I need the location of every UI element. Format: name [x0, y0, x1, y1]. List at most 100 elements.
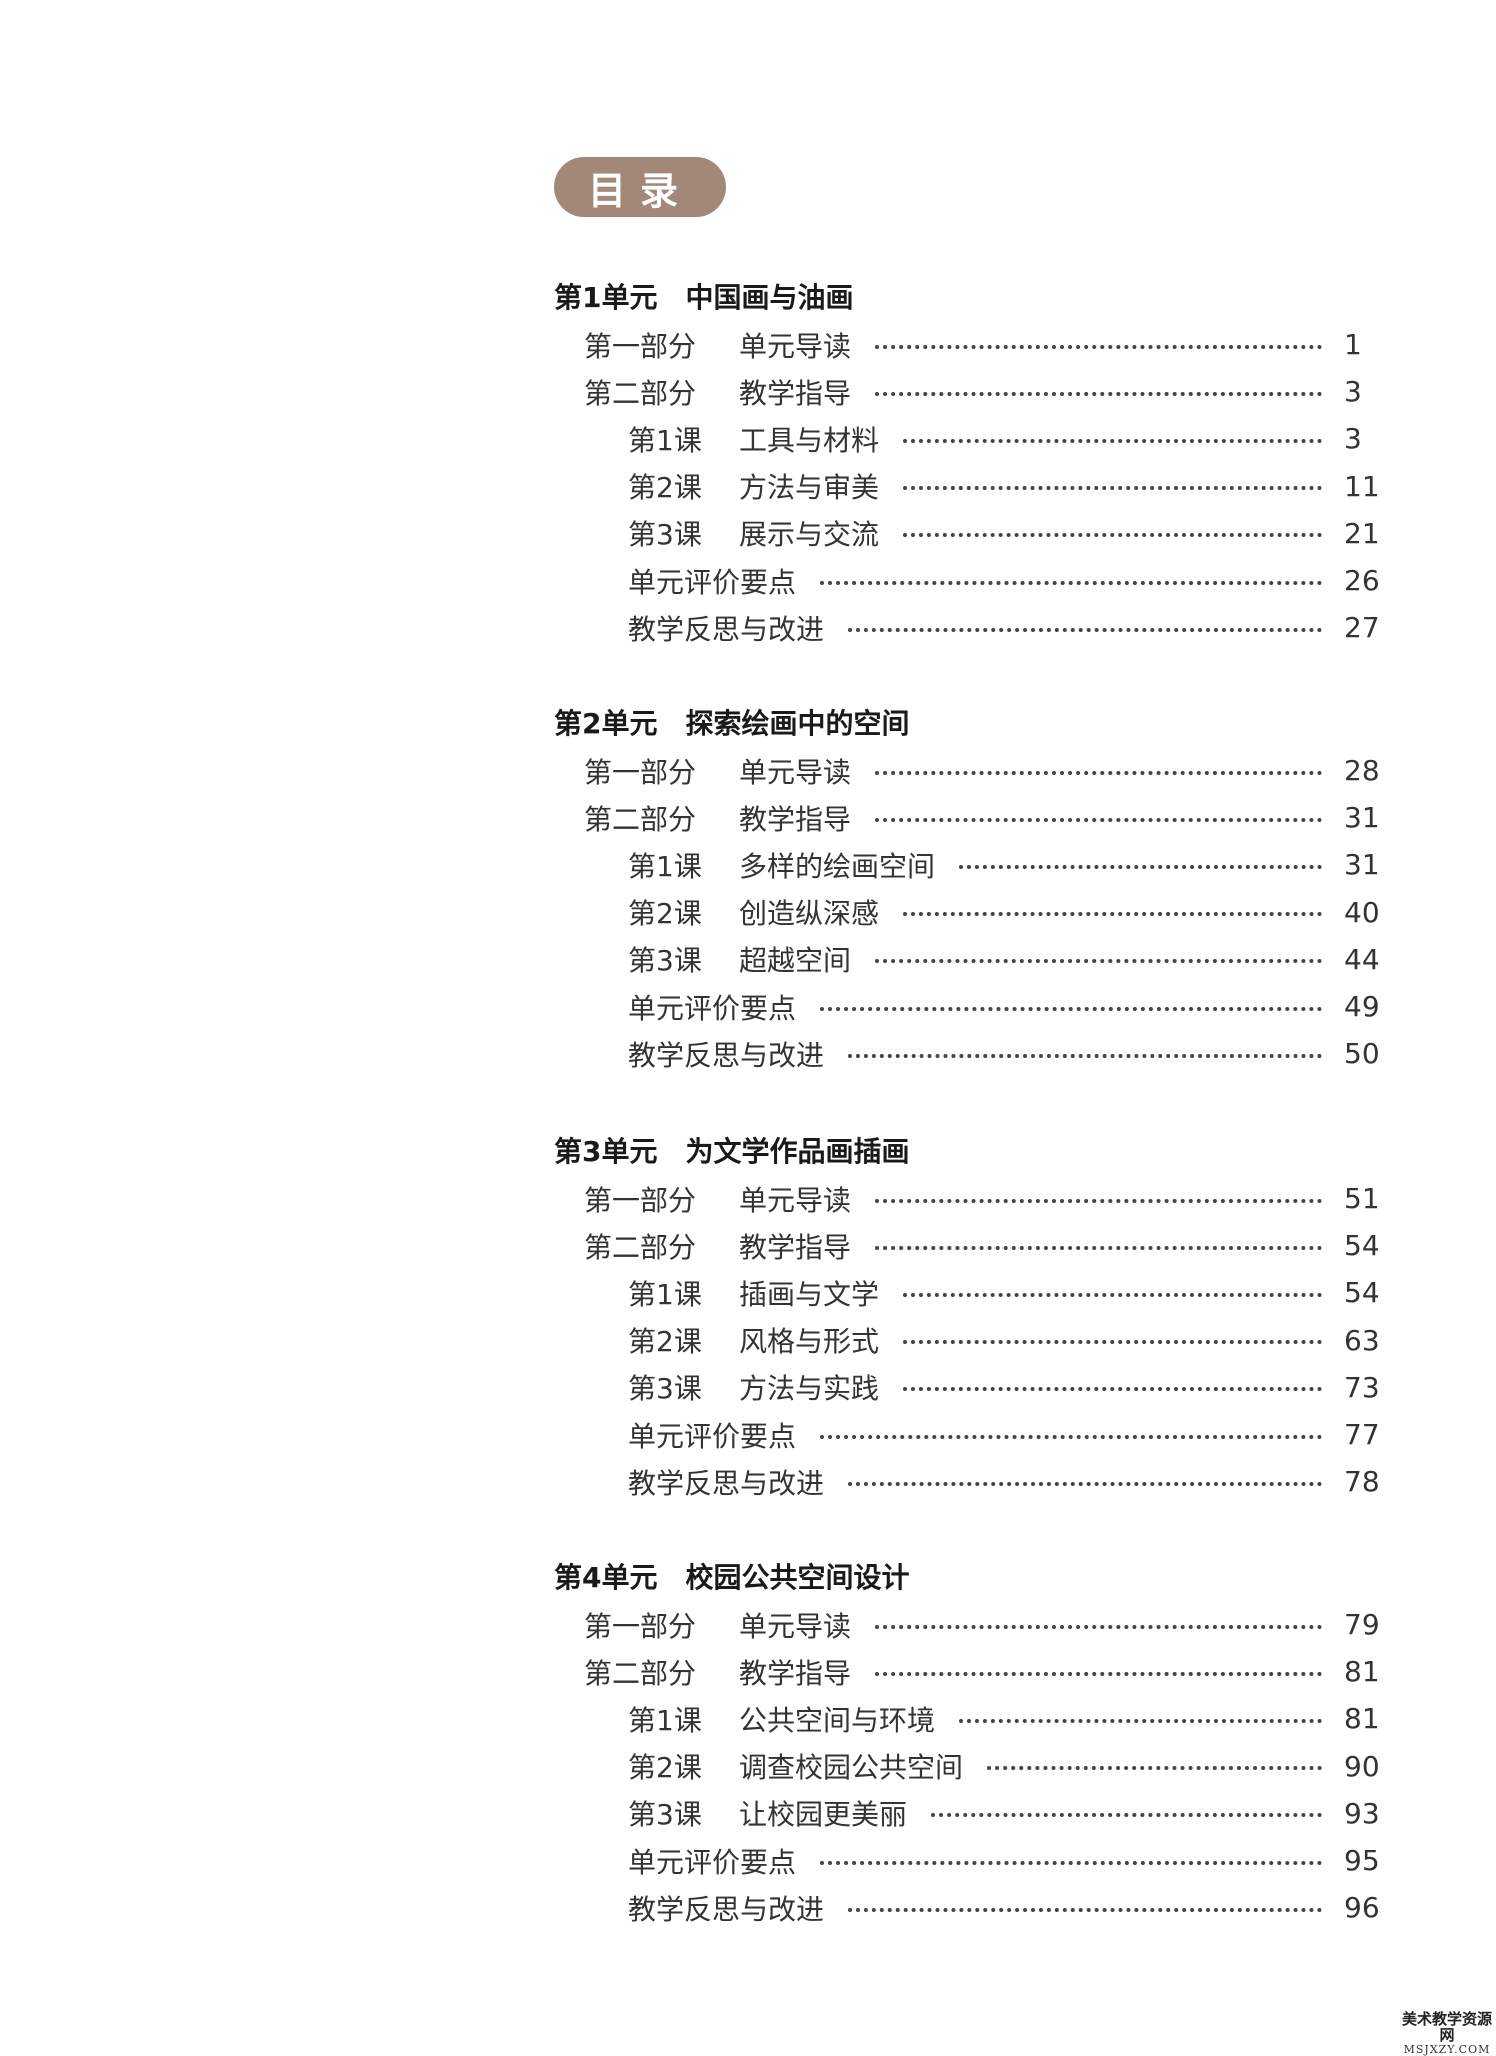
- leader-dots: [848, 1481, 1322, 1486]
- unit-title[interactable]: 第1单元 中国画与油画: [554, 281, 854, 314]
- entry-number: 第一部分: [584, 1609, 697, 1643]
- leader-dots: [820, 1006, 1322, 1011]
- toc-entry[interactable]: 第3课 超越空间 44: [554, 936, 1384, 983]
- toc-entry[interactable]: 第二部分 教学指导 31: [554, 794, 1384, 841]
- toc-entry[interactable]: 教学反思与改进 50: [554, 1030, 1384, 1077]
- unit-title[interactable]: 第3单元 为文学作品画插画: [554, 1135, 910, 1168]
- toc-unit: 第1单元 中国画与油画 第一部分 单元导读 1 第二部分 教学指导 3 第1课 工具与材料 3 第2…: [554, 274, 1384, 651]
- page-number: 21: [1344, 516, 1380, 550]
- page-number: 31: [1344, 801, 1380, 835]
- entry-title: 单元评价要点: [628, 1419, 797, 1453]
- page-number: 26: [1344, 564, 1380, 598]
- leader-dots: [903, 486, 1322, 491]
- entry-title: 单元导读: [739, 755, 852, 789]
- page-number: 54: [1344, 1229, 1380, 1263]
- entry-title: 教学反思与改进: [628, 1892, 825, 1926]
- toc-entry[interactable]: 第3课 方法与实践 73: [554, 1364, 1384, 1411]
- leader-dots: [875, 391, 1322, 396]
- toc-entry[interactable]: 教学反思与改进 78: [554, 1458, 1384, 1505]
- entry-title: 公共空间与环境: [739, 1703, 936, 1737]
- leader-dots: [875, 817, 1322, 822]
- entry-number: 第二部分: [584, 376, 697, 410]
- leader-dots: [875, 1624, 1322, 1629]
- toc-entry[interactable]: 第2课 风格与形式 63: [554, 1317, 1384, 1364]
- toc-entry[interactable]: 第一部分 单元导读 28: [554, 747, 1384, 794]
- toc-entry[interactable]: 第3课 让校园更美丽 93: [554, 1790, 1384, 1837]
- toc-entry[interactable]: 第一部分 单元导读 1: [554, 321, 1384, 368]
- toc-entry[interactable]: 第3课 展示与交流 21: [554, 510, 1384, 557]
- entry-number: 第一部分: [584, 755, 697, 789]
- entry-title: 教学反思与改进: [628, 1038, 825, 1072]
- entry-number: 第二部分: [584, 1656, 697, 1690]
- page-number: 3: [1344, 375, 1362, 409]
- leader-dots: [903, 438, 1322, 443]
- leader-dots: [931, 1813, 1322, 1818]
- entry-number: 第3课: [628, 1798, 702, 1832]
- entry-title: 超越空间: [739, 944, 852, 978]
- toc-entry[interactable]: 第1课 多样的绘画空间 31: [554, 841, 1384, 888]
- toc-entry[interactable]: 单元评价要点 77: [554, 1411, 1384, 1458]
- toc-entry[interactable]: 第一部分 单元导读 79: [554, 1601, 1384, 1648]
- page-number: 81: [1344, 1702, 1380, 1736]
- page-number: 95: [1344, 1844, 1380, 1878]
- toc-entry[interactable]: 单元评价要点 26: [554, 557, 1384, 604]
- entry-number: 第2课: [628, 1325, 702, 1359]
- page-number: 96: [1344, 1891, 1380, 1925]
- toc-entry[interactable]: 第二部分 教学指导 54: [554, 1222, 1384, 1269]
- entry-title: 调查校园公共空间: [739, 1751, 964, 1785]
- page-number: 54: [1344, 1276, 1380, 1310]
- page-number: 28: [1344, 754, 1380, 788]
- page-number: 93: [1344, 1796, 1380, 1830]
- toc-entry[interactable]: 第一部分 单元导读 51: [554, 1175, 1384, 1222]
- page-number: 78: [1344, 1465, 1380, 1499]
- page-number: 40: [1344, 895, 1380, 929]
- leader-dots: [820, 580, 1322, 585]
- page-number: 51: [1344, 1182, 1380, 1216]
- toc-entry[interactable]: 单元评价要点 95: [554, 1837, 1384, 1884]
- entry-number: 第3课: [628, 518, 702, 552]
- entry-title: 多样的绘画空间: [739, 849, 936, 883]
- toc-heading-badge: 目录: [554, 157, 726, 217]
- entry-number: 第二部分: [584, 802, 697, 836]
- toc-entry[interactable]: 第2课 调查校园公共空间 90: [554, 1743, 1384, 1790]
- entry-number: 第一部分: [584, 329, 697, 363]
- page-number: 1: [1344, 328, 1362, 362]
- page-number: 49: [1344, 990, 1380, 1024]
- entry-title: 教学指导: [739, 1230, 852, 1264]
- entry-title: 教学反思与改进: [628, 612, 825, 646]
- toc-entry[interactable]: 第二部分 教学指导 81: [554, 1648, 1384, 1695]
- page-number: 63: [1344, 1323, 1380, 1357]
- entry-title: 让校园更美丽: [739, 1798, 908, 1832]
- entry-title: 单元导读: [739, 329, 852, 363]
- unit-title[interactable]: 第2单元 探索绘画中的空间: [554, 707, 910, 740]
- entry-title: 教学指导: [739, 802, 852, 836]
- page-number: 90: [1344, 1749, 1380, 1783]
- entry-number: 第1课: [628, 423, 702, 457]
- entry-title: 风格与形式: [739, 1325, 880, 1359]
- entry-number: 第2课: [628, 897, 702, 931]
- toc-entry[interactable]: 第二部分 教学指导 3: [554, 368, 1384, 415]
- leader-dots: [875, 1198, 1322, 1203]
- unit-title[interactable]: 第4单元 校园公共空间设计: [554, 1561, 910, 1594]
- toc-entry[interactable]: 单元评价要点 49: [554, 983, 1384, 1030]
- toc-entry[interactable]: 第1课 公共空间与环境 81: [554, 1695, 1384, 1742]
- toc-entry[interactable]: 教学反思与改进 96: [554, 1884, 1384, 1931]
- leader-dots: [820, 1860, 1322, 1865]
- entry-number: 第1课: [628, 1703, 702, 1737]
- entry-number: 第2课: [628, 1751, 702, 1785]
- entry-title: 教学反思与改进: [628, 1466, 825, 1500]
- entry-number: 第2课: [628, 471, 702, 505]
- leader-dots: [959, 864, 1322, 869]
- toc-entry[interactable]: 第2课 创造纵深感 40: [554, 889, 1384, 936]
- entry-title: 单元评价要点: [628, 991, 797, 1025]
- toc-entry[interactable]: 第1课 插画与文学 54: [554, 1269, 1384, 1316]
- entry-number: 第1课: [628, 1277, 702, 1311]
- page-number: 79: [1344, 1608, 1380, 1642]
- toc-entry[interactable]: 第1课 工具与材料 3: [554, 415, 1384, 462]
- toc-entry[interactable]: 教学反思与改进 27: [554, 604, 1384, 651]
- leader-dots: [875, 1671, 1322, 1676]
- page-number: 77: [1344, 1418, 1380, 1452]
- toc-entry[interactable]: 第2课 方法与审美 11: [554, 463, 1384, 510]
- watermark-text: 美术教学资源网: [1401, 2010, 1492, 2044]
- watermark-logo: 美术教学资源网 MSJXZY.COM: [1398, 2010, 1496, 2055]
